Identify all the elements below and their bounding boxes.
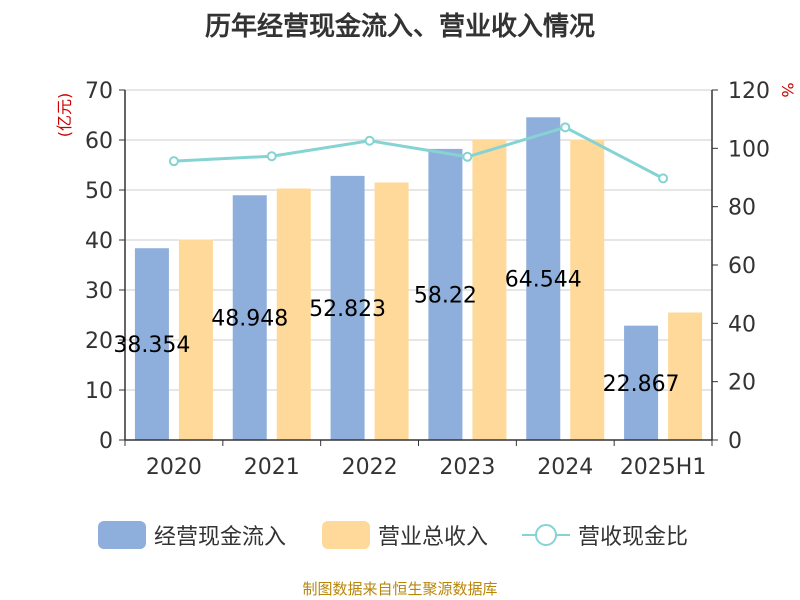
legend-label-cash-inflow: 经营现金流入 <box>154 525 287 550</box>
legend: 经营现金流入 营业总收入 营收现金比 <box>0 515 800 555</box>
ratio-point <box>168 156 179 167</box>
ratio-line <box>173 125 664 180</box>
x-tick-label: 2025H1 <box>620 455 707 480</box>
bar-cash-inflow <box>232 195 267 440</box>
legend-item-ratio[interactable]: 营收现金比 <box>522 515 688 555</box>
x-tick-label: 2024 <box>537 455 593 480</box>
y-right-axis-title: % <box>778 82 797 97</box>
ratio-point <box>560 122 571 133</box>
data-label-cash-inflow: 58.22 <box>414 283 477 308</box>
bar-revenue <box>472 140 507 440</box>
bar-cash-inflow <box>330 175 365 440</box>
y-left-tick-label: 60 <box>85 129 113 154</box>
bar-revenue <box>570 139 605 440</box>
data-label-cash-inflow: 38.354 <box>113 333 190 358</box>
y-left-tick-label: 50 <box>85 179 113 204</box>
bar-cash-inflow <box>624 325 659 440</box>
data-label-cash-inflow: 22.867 <box>603 372 680 397</box>
y-right-tick-label: 60 <box>728 254 756 279</box>
source-footer: 制图数据来自恒生聚源数据库 <box>302 580 498 598</box>
data-label-cash-inflow: 52.823 <box>309 297 386 322</box>
y-right-tick-label: 80 <box>728 196 756 221</box>
y-right-tick-label: 40 <box>728 312 756 337</box>
bar-revenue <box>276 188 311 440</box>
legend-label-revenue: 营业总收入 <box>378 525 489 550</box>
ratio-point <box>462 151 473 162</box>
data-label-cash-inflow: 48.948 <box>211 307 288 332</box>
legend-line-marker-icon <box>522 521 570 549</box>
ratio-point <box>364 135 375 146</box>
x-tick-label: 2020 <box>146 455 202 480</box>
bar-cash-inflow <box>526 117 561 440</box>
y-right-tick-label: 0 <box>728 429 742 454</box>
bar-revenue <box>178 239 213 440</box>
y-left-tick-label: 20 <box>85 329 113 354</box>
bar-revenue <box>374 182 409 440</box>
x-tick-label: 2022 <box>342 455 398 480</box>
legend-label-ratio: 营收现金比 <box>578 525 689 550</box>
y-right-tick-label: 20 <box>728 371 756 396</box>
y-left-tick-label: 40 <box>85 229 113 254</box>
x-tick-label: 2023 <box>439 455 495 480</box>
ratio-point <box>658 173 669 184</box>
y-left-tick-label: 70 <box>85 79 113 104</box>
legend-item-revenue[interactable]: 营业总收入 <box>322 515 488 555</box>
ratio-point <box>266 151 277 162</box>
data-label-cash-inflow: 64.544 <box>505 268 582 293</box>
bar-cash-inflow <box>428 148 463 440</box>
y-left-axis-title: (亿元) <box>55 93 74 138</box>
y-left-tick-label: 0 <box>99 429 113 454</box>
x-tick-label: 2021 <box>244 455 300 480</box>
y-left-tick-label: 30 <box>85 279 113 304</box>
legend-swatch-revenue <box>322 521 370 549</box>
legend-item-cash-inflow[interactable]: 经营现金流入 <box>98 515 286 555</box>
y-right-tick-label: 100 <box>728 137 770 162</box>
bar-cash-inflow <box>134 248 169 440</box>
y-left-tick-label: 10 <box>85 379 113 404</box>
legend-swatch-cash-inflow <box>98 521 146 549</box>
bar-revenue <box>668 312 703 440</box>
chart-title: 历年经营现金流入、营业收入情况 <box>204 12 595 42</box>
y-right-tick-label: 120 <box>728 79 770 104</box>
